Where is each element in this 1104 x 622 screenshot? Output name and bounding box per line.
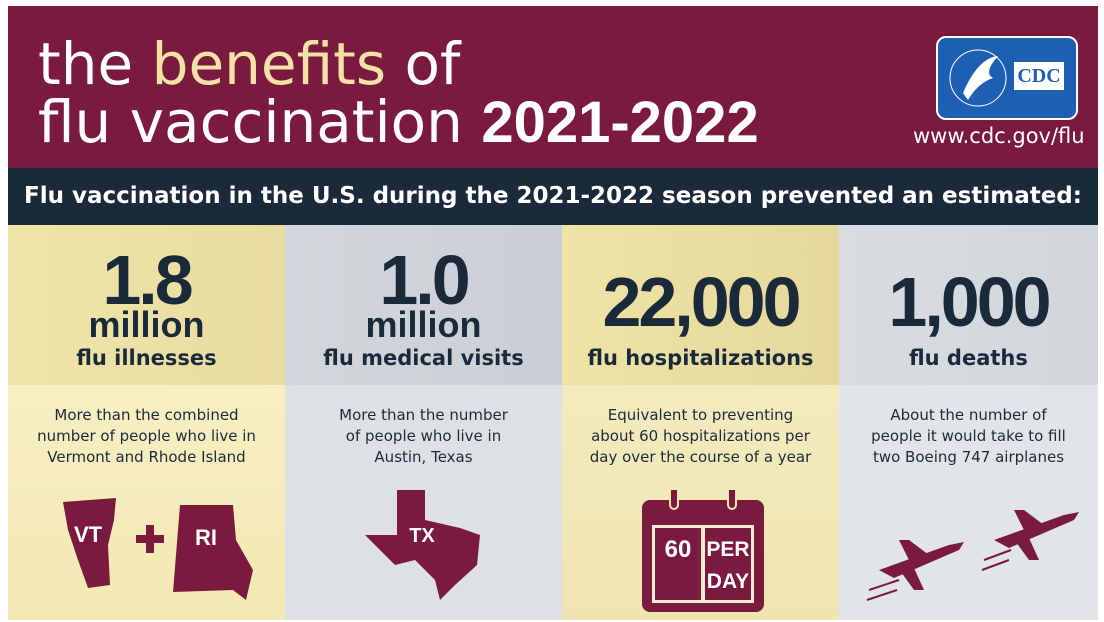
url: www.cdc.gov/flu	[913, 124, 1085, 148]
title-line: flu vaccination 2021-2022	[38, 92, 759, 153]
title-word: the	[38, 30, 134, 98]
panel: 1.0 million flu medical visits More than…	[285, 225, 562, 620]
title-word: of	[404, 30, 461, 98]
panel-top	[285, 225, 562, 385]
stat-number: 22,000	[602, 263, 801, 341]
description-line: More than the number	[339, 406, 508, 424]
description-line: of people who live in	[345, 427, 502, 445]
calendar-icon: 60 PER DAY	[642, 490, 764, 612]
stat-unit: million	[365, 304, 482, 345]
panel: 1,000 flu deaths About the number of peop…	[839, 225, 1098, 620]
planes-icon	[866, 510, 1079, 601]
panel-top	[562, 225, 839, 385]
logo-text: CDC	[1014, 62, 1064, 90]
description-line: Equivalent to preventing	[607, 406, 794, 424]
logo-eagle	[949, 49, 1007, 107]
panel-top	[8, 225, 285, 385]
stat-number: 1.8	[102, 241, 193, 319]
description-line: number of people who live in	[37, 427, 256, 445]
description: More than the combined number of people w…	[8, 405, 285, 468]
panel-top	[839, 225, 1098, 385]
icon-label: RI	[195, 525, 217, 550]
description-line: Vermont and Rhode Island	[47, 448, 246, 466]
icon-label: VT	[74, 522, 103, 547]
title-highlight: benefits	[151, 30, 387, 98]
icon-label: TX	[409, 525, 435, 547]
cdc-logo: CDC	[936, 36, 1078, 120]
description-line: about 60 hospitalizations per	[591, 427, 810, 445]
panel: 1.8 million flu illnesses More than the …	[8, 225, 285, 620]
stat-label: flu deaths	[909, 346, 1028, 370]
description-line: Austin, Texas	[374, 448, 473, 466]
stat-number: 1.0	[379, 241, 470, 319]
description-line: About the number of	[890, 406, 1047, 424]
icon-label: DAY	[707, 570, 749, 593]
stat-label: flu hospitalizations	[587, 346, 814, 370]
description: Equivalent to preventing about 60 hospita…	[562, 405, 839, 468]
panel: 22,000 flu hospitalizations Equivalent t…	[562, 225, 839, 620]
description-line: day over the course of a year	[589, 448, 812, 466]
icon-label: PER	[706, 538, 749, 561]
header: the benefits of flu vaccination 2021-202…	[8, 6, 1098, 168]
texas-icon: TX	[365, 490, 480, 600]
description-line: More than the combined	[54, 406, 239, 424]
description-line: people it would take to fill	[871, 427, 1066, 445]
description-line: two Boeing 747 airplanes	[872, 448, 1065, 466]
stat-number: 1,000	[888, 263, 1051, 341]
title-line: the benefits of	[38, 34, 460, 94]
icon-label: 60	[665, 536, 692, 563]
title-word: flu vaccination	[38, 88, 463, 156]
description: About the number of people it would take …	[839, 405, 1098, 468]
subtitle: Flu vaccination in the U.S. during the 2…	[8, 168, 1098, 225]
stat-unit: million	[88, 304, 205, 345]
title-season: 2021-2022	[481, 90, 759, 155]
stat-label: flu medical visits	[323, 346, 524, 370]
states-icon: VT RI	[63, 498, 253, 600]
stat-label: flu illnesses	[76, 346, 217, 370]
description: More than the number of people who live i…	[285, 405, 562, 468]
